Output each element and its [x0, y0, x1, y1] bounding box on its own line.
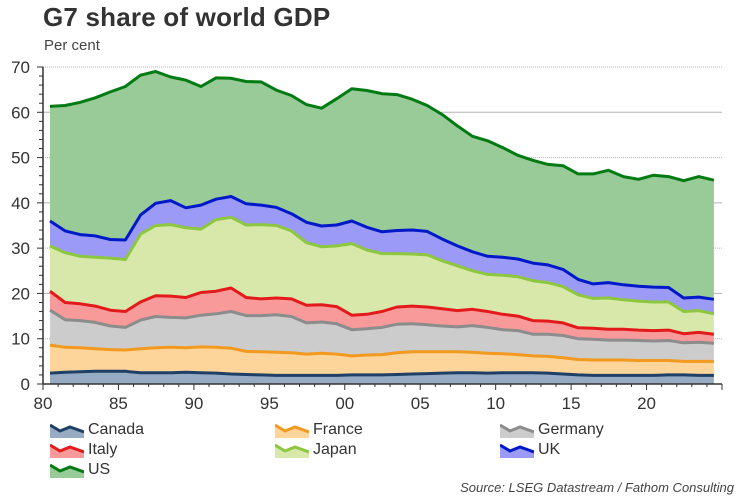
x-tick-label: 00 [335, 394, 354, 413]
chart-title: G7 share of world GDP [43, 2, 331, 32]
line-japan [49, 215, 715, 316]
x-tick-label: 90 [184, 394, 203, 413]
x-tick-label: 05 [411, 394, 430, 413]
y-tick-label: 50 [11, 149, 30, 168]
axes [37, 66, 723, 390]
y-tick-label: 40 [11, 194, 30, 213]
area-layers [50, 71, 714, 384]
legend-label-japan: Japan [313, 441, 357, 458]
legend-item-uk: UK [500, 440, 560, 460]
legend: Canada France Germany Italy Japan UK US [50, 420, 650, 480]
line-canada [49, 369, 714, 377]
y-tick-label: 70 [11, 58, 30, 77]
legend-swatch-germany [500, 423, 534, 438]
legend-swatch-italy [50, 443, 84, 458]
line-france [49, 343, 714, 363]
stacked-area-chart: 0 10 20 30 40 50 60 70 80 85 90 95 00 05 10 15 20 [11, 58, 723, 413]
legend-item-germany: Germany [500, 420, 604, 440]
area-japan [50, 217, 714, 335]
x-tick-labels: 80 85 90 95 00 05 10 15 20 [34, 394, 656, 413]
line-us [49, 70, 715, 183]
x-tick-label: 10 [486, 394, 505, 413]
legend-swatch-uk [500, 443, 534, 458]
x-tick-label: 95 [260, 394, 279, 413]
x-tick-label: 85 [109, 394, 128, 413]
legend-item-italy: Italy [50, 440, 117, 460]
x-tick-label: 15 [562, 394, 581, 413]
line-germany [49, 308, 714, 345]
legend-item-us: US [50, 460, 110, 480]
area-france [50, 345, 714, 376]
y-tick-label: 60 [11, 103, 30, 122]
legend-label-uk: UK [538, 441, 561, 458]
legend-swatch-canada [50, 423, 84, 438]
source-note: Source: LSEG Datastream / Fathom Consult… [460, 480, 734, 495]
x-tick-label: 80 [34, 394, 53, 413]
y-tick-label: 20 [11, 284, 30, 303]
y-tick-label: 10 [11, 330, 30, 349]
y-tick-label: 30 [11, 239, 30, 258]
legend-swatch-france [275, 423, 309, 438]
legend-item-france: France [275, 420, 363, 440]
y-axis-label: Per cent [44, 37, 100, 54]
legend-item-canada: Canada [50, 420, 144, 440]
legend-item-japan: Japan [275, 440, 357, 460]
area-us [50, 71, 714, 300]
area-italy [50, 288, 714, 344]
y-tick-label: 0 [21, 375, 30, 394]
area-germany [50, 310, 714, 362]
line-italy [49, 286, 715, 336]
legend-label-canada: Canada [88, 421, 145, 438]
legend-label-us: US [88, 461, 111, 478]
legend-label-italy: Italy [88, 441, 118, 458]
x-tick-label: 20 [637, 394, 656, 413]
legend-label-germany: Germany [538, 421, 604, 438]
series-lines [49, 70, 715, 377]
legend-swatch-us [50, 463, 84, 478]
line-uk [49, 195, 715, 301]
legend-swatch-japan [275, 443, 309, 458]
legend-label-france: France [313, 421, 363, 438]
y-tick-labels: 0 10 20 30 40 50 60 70 [11, 58, 30, 394]
